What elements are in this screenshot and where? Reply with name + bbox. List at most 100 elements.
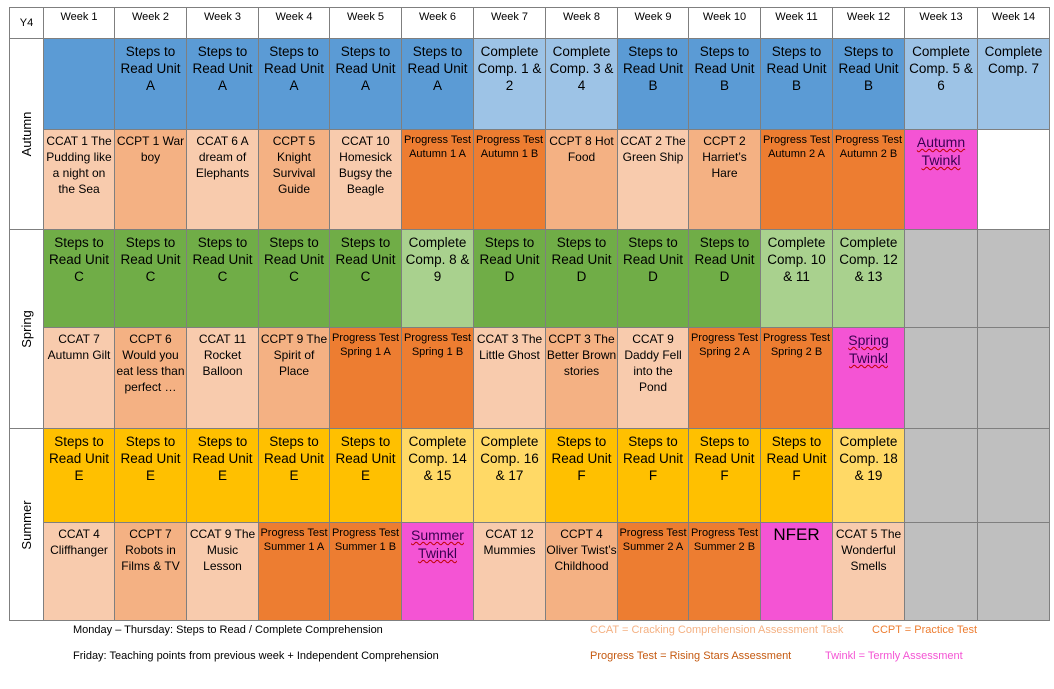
task-cell: CCAT 9 Daddy Fell into the Pond	[617, 327, 689, 429]
lesson-cell: Steps to Read Unit D	[688, 229, 761, 328]
term-label-spring: Spring	[9, 229, 44, 429]
lesson-cell: Steps to Read Unit B	[617, 38, 689, 130]
task-cell: CCPT 1 War boy	[114, 129, 187, 230]
task-cell: Progress Test Spring 1 A	[329, 327, 402, 429]
summer-task-row: CCAT 4 Cliffhanger CCPT 7 Robots in Film…	[10, 522, 1050, 621]
summer-reading-row: Summer Steps to Read Unit E Steps to Rea…	[9, 428, 1050, 621]
spring-task-row: CCAT 7 Autumn Gilt CCPT 6 Would you eat …	[10, 327, 1050, 429]
term-label-autumn: Autumn	[9, 38, 44, 230]
lesson-cell: Steps to Read Unit F	[545, 428, 618, 523]
twinkl-cell: Autumn Twinkl	[904, 129, 978, 230]
lesson-cell: Steps to Read Unit C	[258, 229, 330, 328]
spring-reading-row: Spring Steps to Read Unit C Steps to Rea…	[9, 229, 1050, 429]
lesson-cell: Steps to Read Unit B	[760, 38, 833, 130]
task-cell: CCPT 2 Harriet’s Hare	[688, 129, 761, 230]
task-cell	[904, 327, 978, 429]
lesson-cell	[904, 428, 978, 523]
lesson-cell: Steps to Read Unit A	[329, 38, 402, 130]
week-header: Week 9	[617, 7, 689, 39]
twinkl-cell: Spring Twinkl	[832, 327, 905, 429]
task-cell: Progress Test Summer 2 B	[688, 522, 761, 621]
autumn-task-row: CCAT 1 The Pudding like a night on the S…	[10, 129, 1050, 230]
lesson-cell: Steps to Read Unit F	[688, 428, 761, 523]
task-cell: CCPT 7 Robots in Films & TV	[114, 522, 187, 621]
lesson-cell: Steps to Read Unit F	[760, 428, 833, 523]
autumn-reading-row: Autumn Steps to Read Unit A Steps to Rea…	[9, 38, 1050, 230]
nfer-cell: NFER	[760, 522, 833, 621]
task-cell: CCPT 3 The Better Brown stories	[545, 327, 618, 429]
week-header: Week 6	[401, 7, 474, 39]
task-cell	[977, 522, 1050, 621]
week-header: Week 10	[688, 7, 761, 39]
lesson-cell: Steps to Read Unit E	[43, 428, 115, 523]
lesson-cell: Steps to Read Unit C	[186, 229, 259, 328]
task-cell: Progress Test Autumn 1 A	[401, 129, 474, 230]
term-label-summer: Summer	[9, 428, 44, 621]
task-cell: CCAT 11 Rocket Balloon	[186, 327, 259, 429]
note-weekdays: Monday – Thursday: Steps to Read / Compl…	[73, 624, 383, 636]
week-header-row: Y4 Week 1 Week 2 Week 3 Week 4 Week 5 We…	[9, 7, 1050, 39]
week-header: Week 11	[760, 7, 833, 39]
task-cell: Progress Test Summer 2 A	[617, 522, 689, 621]
lesson-cell: Complete Comp. 12 & 13	[832, 229, 905, 328]
week-header: Week 7	[473, 7, 546, 39]
task-cell: CCAT 4 Cliffhanger	[43, 522, 115, 621]
task-cell: CCAT 5 The Wonderful Smells	[832, 522, 905, 621]
week-header: Week 1	[43, 7, 115, 39]
task-cell: CCAT 9 The Music Lesson	[186, 522, 259, 621]
task-cell	[977, 129, 1050, 230]
task-cell: CCPT 8 Hot Food	[545, 129, 618, 230]
twinkl-cell: Summer Twinkl	[401, 522, 474, 621]
week-header: Week 2	[114, 7, 187, 39]
task-cell: Progress Test Spring 2 A	[688, 327, 761, 429]
task-cell	[977, 327, 1050, 429]
task-cell: Progress Test Autumn 2 B	[832, 129, 905, 230]
lesson-cell: Steps to Read Unit A	[114, 38, 187, 130]
lesson-cell: Steps to Read Unit C	[114, 229, 187, 328]
week-header: Week 4	[258, 7, 330, 39]
task-cell: CCAT 6 A dream of Elephants	[186, 129, 259, 230]
task-cell: CCAT 3 The Little Ghost	[473, 327, 546, 429]
lesson-cell: Complete Comp. 5 & 6	[904, 38, 978, 130]
lesson-cell: Steps to Read Unit B	[832, 38, 905, 130]
legend-twinkl: Twinkl = Termly Assessment	[825, 650, 963, 662]
lesson-cell: Steps to Read Unit C	[329, 229, 402, 328]
task-cell: CCAT 12 Mummies	[473, 522, 546, 621]
lesson-cell: Steps to Read Unit E	[186, 428, 259, 523]
week-header: Week 14	[977, 7, 1050, 39]
lesson-cell	[977, 229, 1050, 328]
lesson-cell: Complete Comp. 10 & 11	[760, 229, 833, 328]
task-cell: CCPT 5 Knight Survival Guide	[258, 129, 330, 230]
lesson-cell	[904, 229, 978, 328]
y4-timetable: Y4 Week 1 Week 2 Week 3 Week 4 Week 5 We…	[9, 7, 1050, 621]
lesson-cell: Complete Comp. 3 & 4	[545, 38, 618, 130]
lesson-cell: Complete Comp. 8 & 9	[401, 229, 474, 328]
lesson-cell: Steps to Read Unit B	[688, 38, 761, 130]
task-cell: Progress Test Autumn 2 A	[760, 129, 833, 230]
lesson-cell: Steps to Read Unit E	[329, 428, 402, 523]
week-header: Week 13	[904, 7, 978, 39]
week-header: Week 3	[186, 7, 259, 39]
task-cell: Progress Test Summer 1 B	[329, 522, 402, 621]
lesson-cell: Steps to Read Unit E	[114, 428, 187, 523]
lesson-cell: Steps to Read Unit D	[545, 229, 618, 328]
legend-progress: Progress Test = Rising Stars Assessment	[590, 650, 792, 662]
lesson-cell: Complete Comp. 16 & 17	[473, 428, 546, 523]
task-cell: CCAT 2 The Green Ship	[617, 129, 689, 230]
lesson-cell: Steps to Read Unit A	[401, 38, 474, 130]
task-cell: CCPT 9 The Spirit of Place	[258, 327, 330, 429]
lesson-cell	[977, 428, 1050, 523]
week-header: Week 8	[545, 7, 618, 39]
task-cell: Progress Test Spring 1 B	[401, 327, 474, 429]
week-header: Week 5	[329, 7, 402, 39]
lesson-cell: Steps to Read Unit C	[43, 229, 115, 328]
year-label: Y4	[9, 7, 44, 39]
task-cell: Progress Test Summer 1 A	[258, 522, 330, 621]
task-cell: CCPT 6 Would you eat less than perfect …	[114, 327, 187, 429]
legend-ccpt: CCPT = Practice Test	[872, 624, 978, 636]
lesson-cell: Complete Comp. 1 & 2	[473, 38, 546, 130]
lesson-cell: Steps to Read Unit D	[473, 229, 546, 328]
legend-ccat: CCAT = Cracking Comprehension Assessment…	[590, 624, 844, 636]
task-cell: Progress Test Spring 2 B	[760, 327, 833, 429]
lesson-cell: Complete Comp. 18 & 19	[832, 428, 905, 523]
